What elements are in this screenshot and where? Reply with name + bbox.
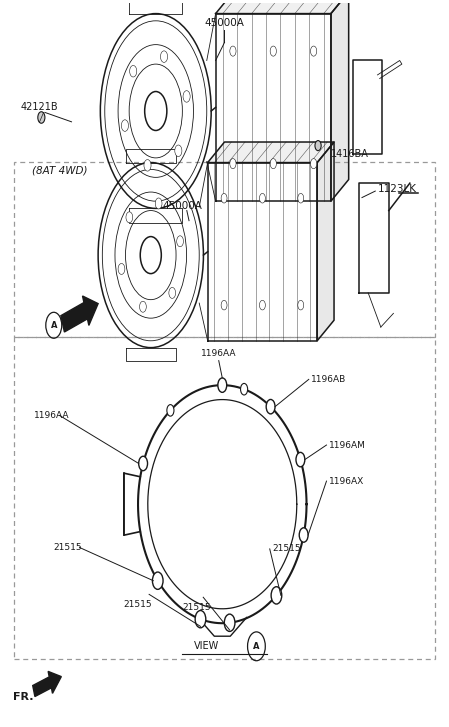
Circle shape bbox=[298, 300, 304, 310]
Circle shape bbox=[271, 587, 282, 604]
Circle shape bbox=[224, 614, 235, 632]
Circle shape bbox=[230, 46, 236, 56]
Circle shape bbox=[311, 46, 317, 56]
Circle shape bbox=[118, 263, 125, 274]
Circle shape bbox=[38, 112, 45, 124]
Text: 1196AM: 1196AM bbox=[329, 441, 365, 449]
Circle shape bbox=[121, 120, 128, 132]
Text: 21515: 21515 bbox=[54, 543, 83, 552]
Text: VIEW: VIEW bbox=[194, 641, 219, 651]
Polygon shape bbox=[207, 142, 334, 163]
Circle shape bbox=[152, 572, 163, 590]
Circle shape bbox=[221, 193, 227, 203]
Text: 1416BA: 1416BA bbox=[331, 149, 369, 159]
Circle shape bbox=[160, 51, 167, 63]
Circle shape bbox=[299, 528, 308, 542]
Bar bbox=[14, 162, 435, 337]
Circle shape bbox=[315, 140, 321, 150]
Text: A: A bbox=[51, 321, 57, 330]
Text: 1196AX: 1196AX bbox=[329, 477, 364, 486]
Polygon shape bbox=[317, 142, 334, 341]
Circle shape bbox=[270, 158, 277, 169]
Circle shape bbox=[126, 212, 133, 222]
Circle shape bbox=[230, 158, 236, 169]
Circle shape bbox=[139, 457, 148, 470]
Circle shape bbox=[266, 399, 275, 414]
Circle shape bbox=[241, 383, 248, 395]
Text: 45000A: 45000A bbox=[205, 18, 244, 28]
Circle shape bbox=[140, 301, 146, 312]
Circle shape bbox=[167, 405, 174, 416]
Text: 1196AA: 1196AA bbox=[34, 411, 69, 420]
Circle shape bbox=[155, 198, 162, 209]
Circle shape bbox=[296, 452, 305, 467]
Circle shape bbox=[169, 287, 176, 298]
Polygon shape bbox=[61, 296, 98, 332]
Text: 21515: 21515 bbox=[182, 603, 211, 612]
Circle shape bbox=[260, 300, 265, 310]
Text: FR.: FR. bbox=[13, 692, 33, 702]
Polygon shape bbox=[216, 0, 349, 14]
Circle shape bbox=[221, 300, 227, 310]
Text: A: A bbox=[253, 642, 260, 651]
Polygon shape bbox=[33, 672, 62, 696]
Circle shape bbox=[298, 193, 304, 203]
Text: 1196AB: 1196AB bbox=[311, 375, 346, 384]
Text: 21515: 21515 bbox=[272, 545, 300, 553]
Text: (8AT 4WD): (8AT 4WD) bbox=[31, 165, 87, 175]
Circle shape bbox=[218, 378, 227, 393]
Circle shape bbox=[311, 158, 317, 169]
Circle shape bbox=[195, 611, 206, 628]
Circle shape bbox=[270, 46, 277, 56]
Text: 1196AA: 1196AA bbox=[201, 350, 237, 358]
Circle shape bbox=[130, 65, 137, 77]
Text: 42121B: 42121B bbox=[21, 103, 58, 113]
Text: 21515: 21515 bbox=[124, 600, 152, 609]
Polygon shape bbox=[331, 0, 349, 201]
Bar bbox=[14, 337, 435, 659]
Circle shape bbox=[177, 236, 184, 246]
Circle shape bbox=[260, 193, 265, 203]
Circle shape bbox=[144, 160, 151, 171]
Circle shape bbox=[183, 91, 190, 103]
Text: 1123LK: 1123LK bbox=[378, 184, 417, 194]
Text: 45000A: 45000A bbox=[163, 201, 202, 212]
Circle shape bbox=[175, 145, 182, 156]
